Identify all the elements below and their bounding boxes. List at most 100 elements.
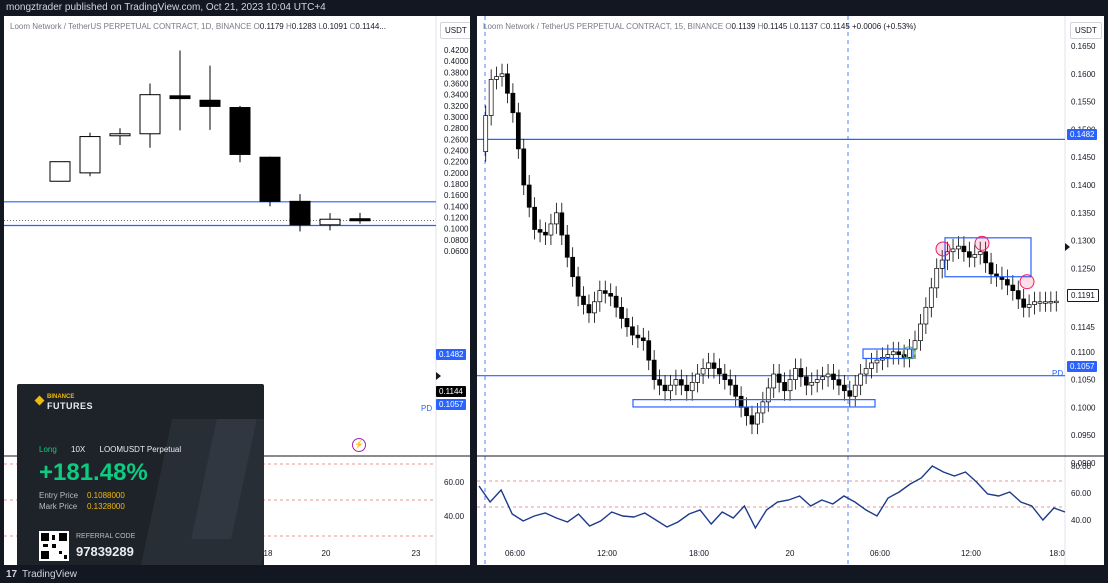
candle-body xyxy=(575,276,581,297)
candle-body xyxy=(939,259,945,269)
price-axis-label: 0.3800 xyxy=(444,68,469,77)
candle-body xyxy=(874,359,880,364)
candle-body xyxy=(706,362,711,369)
candle-body xyxy=(765,387,771,403)
candle-body xyxy=(988,262,994,275)
price-axis-label: 0.1200 xyxy=(444,214,469,223)
price-axis-label: 0.2800 xyxy=(444,124,469,133)
candle-body xyxy=(499,73,505,77)
candle-body xyxy=(836,379,842,386)
footer-brand[interactable]: TradingView xyxy=(22,569,78,580)
candle-body xyxy=(548,223,554,236)
tradingview-logo-icon[interactable]: 17 xyxy=(6,569,18,580)
currency-unit-button[interactable]: USDT xyxy=(1070,22,1102,39)
candle-body xyxy=(1048,301,1054,304)
candle-body xyxy=(809,382,815,386)
time-axis-label: 20 xyxy=(786,549,795,558)
candle-body xyxy=(483,115,489,152)
candle-body xyxy=(624,318,630,328)
price-axis-label: 0.1350 xyxy=(1071,209,1096,218)
price-axis-label: 0.1000 xyxy=(444,225,469,234)
price-axis-label: 0.2600 xyxy=(444,135,469,144)
candle-body xyxy=(852,384,858,397)
candle-body xyxy=(169,95,191,100)
legend-title: Loom Network / TetherUS PERPETUAL CONTRA… xyxy=(10,22,252,31)
time-axis-label: 12:00 xyxy=(961,549,982,558)
candle-body xyxy=(896,351,902,355)
candle-body xyxy=(966,251,972,258)
candle-body xyxy=(1021,298,1027,308)
candle-body xyxy=(831,373,836,380)
price-axis-label: 0.2000 xyxy=(444,169,469,178)
entry-price-value: 0.1088000 xyxy=(87,491,125,500)
candle-body xyxy=(349,218,371,222)
intraday-chart-panel[interactable]: 0.16500.16000.15500.15000.14500.14000.13… xyxy=(477,16,1104,565)
candle-body xyxy=(776,373,782,383)
candle-body xyxy=(977,251,983,255)
candle-body xyxy=(869,362,874,369)
candle-body xyxy=(570,256,576,278)
candle-body xyxy=(668,384,673,392)
candle-body xyxy=(782,382,787,392)
candle-body xyxy=(488,79,494,116)
mark-price-value: 0.1328000 xyxy=(87,502,125,511)
candle-body xyxy=(613,295,619,308)
intraday-chart-legend: Loom Network / TetherUS PERPETUAL CONTRA… xyxy=(483,22,917,31)
date-axis-label: 23 xyxy=(412,549,421,558)
mark-price-label: Mark Price xyxy=(39,502,78,511)
candle-body xyxy=(787,379,793,392)
candle-body xyxy=(689,382,695,392)
intraday-chart-canvas[interactable]: 0.16500.16000.15500.15000.14500.14000.13… xyxy=(477,16,1104,565)
candle-body xyxy=(515,112,521,150)
price-axis-label: 0.0600 xyxy=(444,247,469,256)
price-axis-label: 0.1800 xyxy=(444,180,469,189)
candle-body xyxy=(825,373,831,378)
osc-axis-label: 60.00 xyxy=(1071,489,1092,498)
price-axis-label: 0.3000 xyxy=(444,113,469,122)
price-axis-label: 0.1300 xyxy=(1071,237,1096,246)
card-brand-top: BINANCE xyxy=(47,394,75,400)
position-info: Long 10X LOOMUSDT Perpetual xyxy=(39,445,193,454)
referral-code: 97839289 xyxy=(76,544,134,559)
lightning-icon[interactable]: ⚡ xyxy=(352,438,366,452)
candle-body xyxy=(651,359,657,380)
candle-body xyxy=(972,254,978,258)
card-brand-bottom: FUTURES xyxy=(47,401,93,411)
price-marker-arrow xyxy=(1065,243,1070,251)
candle-body xyxy=(564,234,570,258)
candle-body xyxy=(738,395,744,408)
price-axis-label: 0.1600 xyxy=(1071,70,1096,79)
candle-body xyxy=(912,340,918,350)
candle-body xyxy=(259,156,281,202)
candle-body xyxy=(199,99,221,107)
candle-body xyxy=(983,251,988,264)
candle-body xyxy=(711,362,717,369)
price-axis-label: 0.1145 xyxy=(1071,323,1095,332)
date-axis-label: 18 xyxy=(264,549,273,558)
candle-body xyxy=(673,379,679,386)
binance-logo-icon xyxy=(34,395,45,406)
daily-chart-panel[interactable]: 0.4200 0.4000 0.3800 0.3600 0.3400 0.3200 0.30… xyxy=(4,16,470,565)
candle-body xyxy=(109,133,131,137)
candle-body xyxy=(793,368,798,380)
price-axis-label: 0.1450 xyxy=(1071,153,1096,162)
candle-body xyxy=(950,248,956,253)
candle-body xyxy=(1032,301,1037,305)
price-axis-label: 0.0800 xyxy=(444,236,469,245)
candle-body xyxy=(1043,301,1048,304)
currency-unit-button[interactable]: USDT xyxy=(440,22,470,39)
candle-body xyxy=(79,136,101,174)
candle-body xyxy=(684,384,690,392)
candle-body xyxy=(717,368,722,375)
osc-axis-label: 80.00 xyxy=(1071,462,1092,471)
candle-body xyxy=(494,76,499,80)
price-axis-label: 0.1250 xyxy=(1071,264,1096,273)
candle-body xyxy=(890,351,896,355)
candle-body xyxy=(554,212,559,225)
candle-body xyxy=(907,348,912,358)
price-axis-label: 0.0900 xyxy=(1071,459,1096,468)
candle-body xyxy=(928,287,934,308)
candle-body xyxy=(744,407,749,417)
price-axis-label: 0.1000 xyxy=(1071,403,1096,412)
candle-body xyxy=(803,376,809,386)
